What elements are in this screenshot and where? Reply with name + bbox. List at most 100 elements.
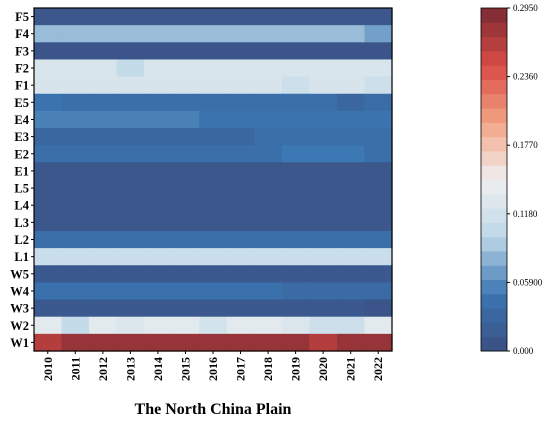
heatmap-cell-E3-2017	[226, 128, 255, 146]
heatmap-cell-F1-2021	[336, 76, 366, 95]
heatmap-cell-E4-2010	[34, 110, 63, 129]
heatmap-cell-E5-2010	[34, 93, 63, 112]
colorbar-band	[481, 336, 507, 352]
heatmap-cell-L3-2019	[281, 213, 310, 232]
heatmap-cell-L1-2017	[226, 248, 255, 266]
heatmap-cell-E3-2016	[199, 128, 228, 146]
heatmap-cell-L5-2019	[281, 179, 310, 198]
heatmap-cell-E3-2012	[89, 128, 118, 146]
heatmap-cell-F3-2013	[116, 42, 145, 61]
heatmap-cell-W2-2010	[34, 316, 63, 335]
heatmap-cell-E2-2018	[254, 145, 283, 163]
heatmap-cell-W1-2020	[309, 333, 338, 352]
heatmap-cell-F5-2016	[199, 8, 228, 26]
heatmap-cell-W1-2022	[364, 333, 393, 352]
heatmap-cell-L4-2011	[61, 196, 90, 215]
heatmap-cell-L2-2018	[254, 230, 283, 249]
heatmap-cell-F5-2020	[309, 8, 338, 26]
heatmap-cell-F1-2017	[226, 76, 255, 95]
colorbar-band	[481, 65, 507, 80]
heatmap-cell-W1-2014	[144, 333, 173, 352]
x-tick-label-2012: 2012	[96, 357, 110, 381]
colorbar-band	[481, 222, 507, 238]
heatmap-cell-E5-2020	[309, 93, 338, 112]
heatmap-cell-W1-2010	[34, 333, 63, 352]
heatmap-cell-W1-2017	[226, 333, 255, 352]
heatmap-cell-F2-2014	[144, 59, 173, 78]
y-tick-label-L5: L5	[14, 182, 29, 196]
x-tick-label-2014: 2014	[151, 357, 165, 381]
y-tick-label-F5: F5	[15, 10, 29, 24]
heatmap-cell-F3-2010	[34, 42, 63, 61]
heatmap-cell-L5-2017	[226, 179, 255, 198]
heatmap-cell-W3-2011	[61, 299, 90, 318]
heatmap-cell-F4-2017	[226, 25, 255, 43]
heatmap-cell-W3-2020	[309, 299, 338, 318]
heatmap-cell-E5-2021	[336, 93, 366, 112]
heatmap-cell-E5-2017	[226, 93, 255, 112]
heatmap-cell-F5-2021	[336, 8, 366, 26]
heatmap-cell-E1-2014	[144, 162, 173, 181]
heatmap-cell-E3-2011	[61, 128, 90, 146]
heatmap-cell-E1-2015	[171, 162, 200, 181]
heatmap-cell-F5-2013	[116, 8, 145, 26]
heatmap-cell-W5-2017	[226, 265, 255, 283]
heatmap-cell-E3-2022	[364, 128, 393, 146]
heatmap-cell-L2-2019	[281, 230, 310, 249]
heatmap-cell-L5-2016	[199, 179, 228, 198]
heatmap-cell-W4-2020	[309, 282, 338, 301]
heatmap-cell-F2-2016	[199, 59, 228, 78]
heatmap-cell-L3-2022	[364, 213, 393, 232]
colorbar-band	[481, 265, 507, 281]
heatmap-cell-F1-2020	[309, 76, 338, 95]
colorbar-tick-label: 0.2950	[513, 3, 538, 13]
colorbar: 0.000 0.05900 0.1180 0.1770 0.2360 0.2950	[480, 3, 543, 356]
x-tick-label-2011: 2011	[68, 357, 82, 380]
heatmap-cell-E3-2020	[309, 128, 338, 146]
colorbar-tick-label: 0.2360	[513, 72, 538, 82]
heatmap-cell-W2-2011	[61, 316, 90, 335]
heatmap-cell-F4-2014	[144, 25, 173, 43]
colorbar-band	[481, 150, 507, 166]
heatmap-cell-W3-2022	[364, 299, 393, 318]
heatmap-cell-E4-2014	[144, 110, 173, 129]
heatmap-cell-F1-2012	[89, 76, 118, 95]
heatmap-cell-L2-2020	[309, 230, 338, 249]
heatmap-cell-W3-2013	[116, 299, 145, 318]
colorbar-band	[481, 179, 507, 195]
heatmap-cell-E1-2013	[116, 162, 145, 181]
heatmap-cell-F5-2011	[61, 8, 90, 26]
heatmap-cell-E5-2014	[144, 93, 173, 112]
heatmap-cell-E2-2015	[171, 145, 200, 163]
heatmap-cell-E4-2022	[364, 110, 393, 129]
heatmap-cell-L2-2015	[171, 230, 200, 249]
heatmap-cell-F2-2020	[309, 59, 338, 78]
heatmap-cell-L1-2022	[364, 248, 393, 266]
heatmap-cell-L4-2019	[281, 196, 310, 215]
heatmap-cell-F3-2015	[171, 42, 200, 61]
heatmap-cell-F1-2013	[116, 76, 145, 95]
heatmap-cell-E5-2011	[61, 93, 90, 112]
heatmap-cell-L4-2018	[254, 196, 283, 215]
heatmap-cell-L4-2017	[226, 196, 255, 215]
colorbar-band	[481, 279, 507, 295]
heatmap-cell-W2-2013	[116, 316, 145, 335]
heatmap-cell-F5-2019	[281, 8, 310, 26]
heatmap-cell-E5-2022	[364, 93, 393, 112]
heatmap-cell-W1-2021	[336, 333, 366, 352]
heatmap-cell-F3-2021	[336, 42, 366, 61]
heatmap-cell-F4-2010	[34, 25, 63, 43]
heatmap-cell-W2-2015	[171, 316, 200, 335]
heatmap-cell-F1-2019	[281, 76, 310, 95]
heatmap-cell-W5-2016	[199, 265, 228, 283]
heatmap-cell-F4-2019	[281, 25, 310, 43]
colorbar-band	[481, 22, 507, 38]
heatmap-cell-F5-2010	[34, 8, 63, 26]
heatmap-cell-E2-2019	[281, 145, 310, 163]
heatmap-cell-L3-2020	[309, 213, 338, 232]
heatmap-cell-E5-2019	[281, 93, 310, 112]
heatmap-cell-W4-2014	[144, 282, 173, 301]
y-tick-label-E1: E1	[14, 164, 29, 178]
heatmap-cell-L1-2020	[309, 248, 338, 266]
heatmap-cells	[34, 8, 393, 352]
